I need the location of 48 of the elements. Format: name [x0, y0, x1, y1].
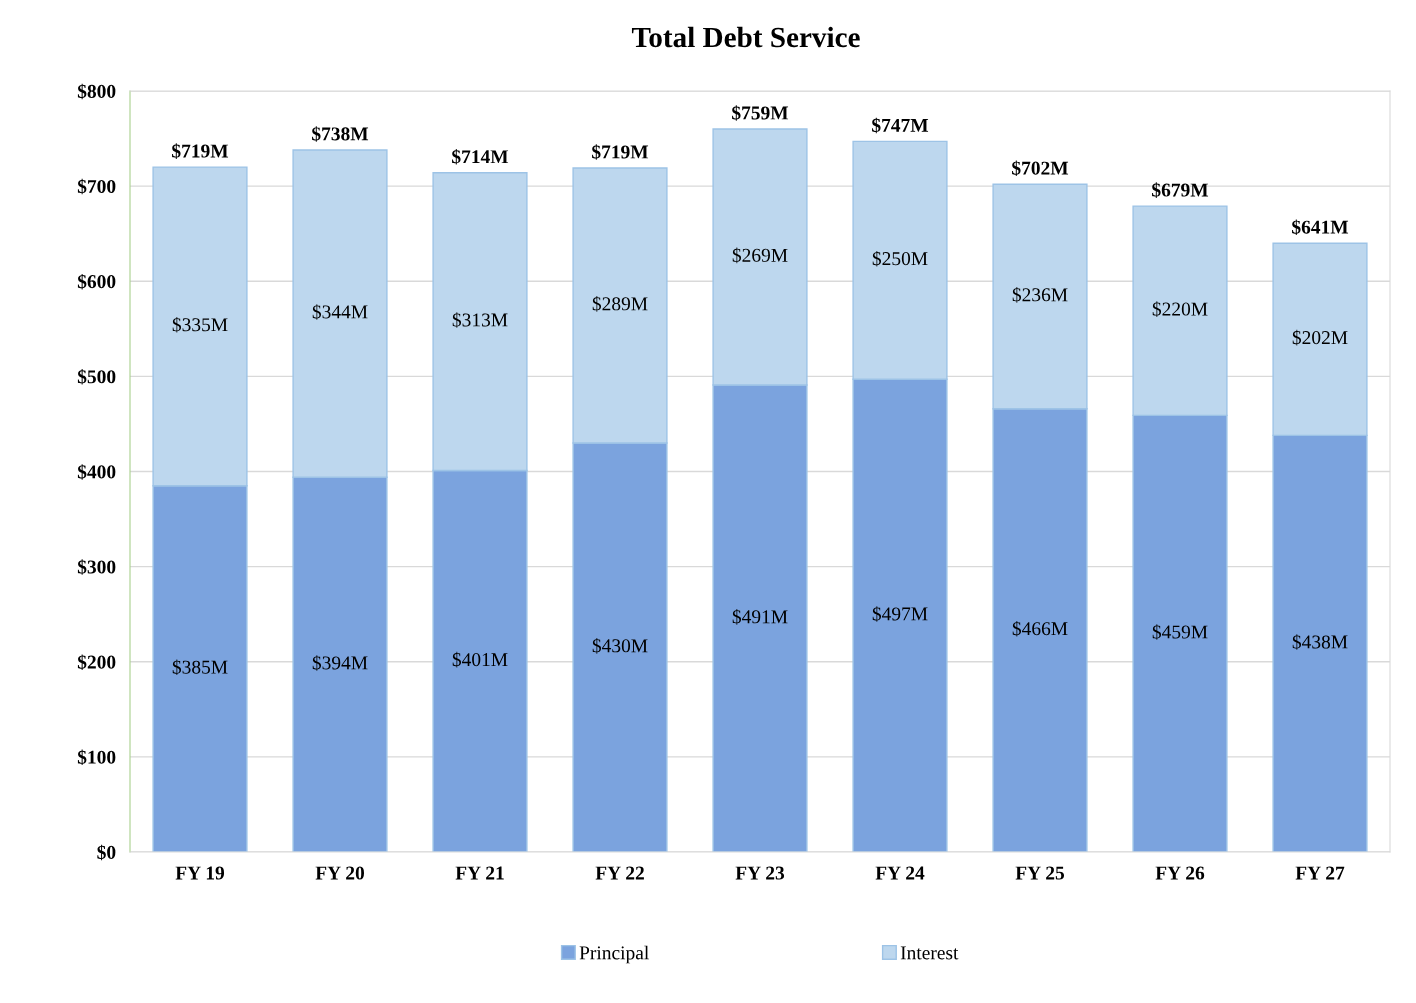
y-tick-label: $100 — [77, 749, 116, 766]
data-label: $394M — [312, 655, 368, 671]
y-tick-label: $500 — [77, 369, 116, 385]
data-label: $497M — [872, 606, 928, 622]
x-tick-label: FY 22 — [595, 866, 644, 880]
total-label: $702M — [1012, 160, 1069, 177]
x-tick-label: FY 19 — [175, 866, 225, 880]
x-tick-label: FY 20 — [315, 866, 365, 880]
total-label: $719M — [592, 144, 649, 160]
data-label: $313M — [452, 312, 508, 328]
y-tick-label: $0 — [97, 844, 116, 861]
total-label: $747M — [872, 117, 929, 134]
x-tick-label: FY 24 — [875, 866, 925, 880]
legend-label: Principal — [579, 945, 649, 964]
total-label: $679M — [1152, 182, 1209, 198]
y-tick-label: $400 — [77, 464, 116, 480]
total-label: $719M — [172, 143, 229, 159]
y-tick-label: $300 — [77, 559, 116, 575]
data-label: $430M — [592, 638, 648, 654]
x-tick-label: FY 27 — [1295, 866, 1345, 880]
data-label: $459M — [1152, 624, 1208, 640]
data-label: $220M — [1152, 301, 1208, 317]
data-label: $250M — [872, 250, 928, 267]
y-tick-label: $200 — [77, 654, 116, 670]
total-label: $641M — [1292, 219, 1349, 235]
data-label: $202M — [1292, 329, 1348, 346]
data-label: $344M — [312, 304, 368, 320]
total-label: $714M — [452, 149, 509, 165]
y-tick-label: $800 — [77, 83, 116, 100]
chart-title: Total Debt Service — [631, 26, 860, 48]
y-tick-label: $700 — [77, 178, 116, 195]
data-label: $289M — [592, 296, 648, 312]
data-label: $335M — [172, 317, 228, 333]
x-tick-label: FY 26 — [1155, 866, 1205, 880]
data-label: $401M — [452, 651, 508, 668]
y-tick-label: $600 — [77, 273, 116, 290]
total-label: $738M — [312, 126, 369, 142]
data-label: $385M — [172, 659, 228, 676]
x-tick-label: FY 23 — [735, 866, 785, 880]
data-label: $466M — [1012, 620, 1068, 637]
data-label: $491M — [732, 609, 788, 625]
data-label: $269M — [732, 247, 788, 264]
x-tick-label: FY 25 — [1015, 866, 1065, 880]
x-tick-label: FY 21 — [455, 866, 504, 880]
data-label: $438M — [1292, 634, 1348, 650]
data-label: $236M — [1012, 287, 1068, 303]
legend-label: Interest — [900, 946, 959, 960]
total-label: $759M — [732, 105, 789, 121]
